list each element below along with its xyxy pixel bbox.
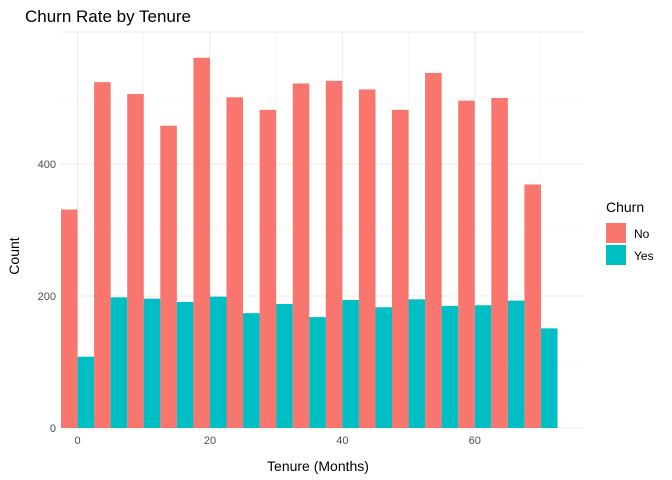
bar-no-15 bbox=[160, 125, 177, 428]
bar-no-30 bbox=[259, 109, 277, 428]
bar-yes-55 bbox=[441, 305, 459, 428]
bar-yes-40 bbox=[342, 299, 359, 428]
bar-yes-45 bbox=[375, 307, 393, 428]
bar-no-70 bbox=[524, 184, 541, 428]
bar-yes-15 bbox=[176, 301, 194, 428]
bar-yes-0 bbox=[77, 356, 95, 428]
bar-no-0 bbox=[61, 209, 78, 428]
bar-yes-30 bbox=[276, 303, 293, 428]
x-axis-title: Tenure (Months) bbox=[267, 458, 369, 474]
bar-no-40 bbox=[325, 80, 343, 428]
x-tick-label: 0 bbox=[74, 435, 80, 447]
legend-title: Churn bbox=[606, 199, 644, 215]
bar-no-60 bbox=[458, 100, 475, 428]
x-axis-ticks: 0 20 40 60 bbox=[74, 435, 480, 447]
y-tick-label: 400 bbox=[38, 159, 56, 171]
bar-yes-25 bbox=[243, 313, 260, 428]
chart-title: Churn Rate by Tenure bbox=[25, 7, 191, 26]
legend-label-no: No bbox=[634, 227, 650, 241]
x-tick-label: 40 bbox=[336, 435, 348, 447]
bar-no-45 bbox=[358, 89, 376, 429]
bar-no-20 bbox=[193, 57, 210, 429]
y-tick-label: 200 bbox=[38, 291, 56, 303]
bar-no-10 bbox=[127, 94, 144, 428]
bar-no-55 bbox=[425, 72, 442, 429]
bar-yes-5 bbox=[110, 297, 128, 428]
legend-key-yes bbox=[606, 245, 626, 265]
legend: Churn No Yes bbox=[606, 199, 654, 265]
x-tick-label: 60 bbox=[469, 435, 481, 447]
plot-panel bbox=[61, 31, 584, 429]
x-tick-label: 20 bbox=[204, 435, 216, 447]
legend-key-no bbox=[606, 223, 626, 243]
bar-no-50 bbox=[392, 109, 409, 428]
bar-yes-20 bbox=[209, 296, 227, 428]
legend-label-yes: Yes bbox=[634, 249, 654, 263]
bar-no-5 bbox=[94, 82, 111, 428]
y-tick-label: 0 bbox=[50, 423, 56, 435]
bar-no-65 bbox=[491, 98, 508, 428]
bar-yes-60 bbox=[474, 305, 492, 428]
bar-no-35 bbox=[292, 83, 310, 428]
bar-yes-35 bbox=[309, 317, 326, 428]
bar-yes-65 bbox=[507, 300, 525, 428]
bar-yes-10 bbox=[143, 298, 161, 428]
bar-no-25 bbox=[226, 97, 244, 428]
y-axis-title: Count bbox=[6, 237, 22, 274]
y-axis-ticks: 0 200 400 bbox=[38, 159, 56, 435]
bar-yes-70 bbox=[540, 328, 558, 428]
bar-yes-50 bbox=[408, 299, 426, 428]
